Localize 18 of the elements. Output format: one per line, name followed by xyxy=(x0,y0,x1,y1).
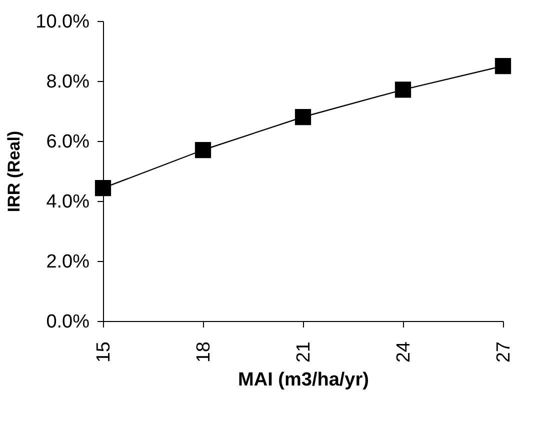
x-axis-title: MAI (m3/ha/yr) xyxy=(238,370,369,391)
y-tick-label: 0.0% xyxy=(46,312,90,332)
x-tick-label: 18 xyxy=(194,342,214,363)
point xyxy=(94,180,112,196)
x-tick-label: 24 xyxy=(394,341,414,363)
y-axis-title: IRR (Real) xyxy=(4,130,24,212)
x-tick-label: 21 xyxy=(294,342,314,363)
point xyxy=(194,142,212,158)
y-tick-label: 10.0% xyxy=(36,12,90,32)
y-tick-label: 2.0% xyxy=(46,252,90,272)
point xyxy=(494,58,512,74)
y-tick-label: 6.0% xyxy=(46,132,90,152)
x-tick-label: 27 xyxy=(494,342,514,363)
point xyxy=(394,82,412,98)
y-tick-label: 8.0% xyxy=(46,72,90,92)
x-tick-label: 15 xyxy=(94,342,114,363)
y-tick-label: 4.0% xyxy=(46,192,90,212)
point xyxy=(294,108,312,126)
